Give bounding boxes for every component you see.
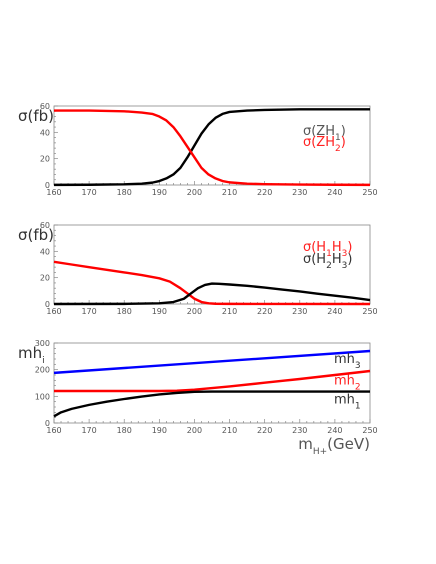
plot-frame	[53, 105, 371, 186]
y-tick-label: 20	[40, 274, 50, 283]
panel-1: 160 170 180 190 200 210 220 230 240 250 0 20 40 60σ(f…	[18, 102, 378, 197]
y-axis-label: σ(fb)	[18, 107, 54, 125]
x-tick-label: 240	[327, 426, 342, 435]
x-tick-label: 190	[152, 188, 167, 197]
x-tick-label: 180	[117, 188, 132, 197]
x-tick-label: 160	[46, 426, 61, 435]
series-line-3	[53, 390, 370, 418]
y-tick-label: 0	[45, 181, 50, 190]
y-tick-label: 60	[40, 221, 50, 230]
x-tick-label: 230	[292, 307, 307, 316]
series-line-2	[54, 109, 371, 187]
y-axis-label: σ(fb)	[18, 226, 54, 244]
series-line-2	[54, 369, 371, 393]
panel-3: 160 170 180 190 200 210 220 230 240 250 0 100 200 300…	[18, 339, 378, 457]
y-tick-label: 40	[40, 128, 50, 137]
x-tick-label: 210	[222, 307, 237, 316]
y-axis-label: mhi	[18, 344, 45, 366]
x-tick-label: 250	[362, 307, 377, 316]
series-line-1	[53, 260, 371, 306]
panel-2: 160 170 180 190 200 210 220 230 240 250 0 20 40 60σ(f…	[18, 221, 378, 316]
x-tick-label: 220	[257, 307, 272, 316]
x-tick-label: 180	[117, 426, 132, 435]
x-tick-label: 200	[187, 188, 202, 197]
y-tick-label: 100	[35, 392, 50, 401]
x-tick-label: 190	[152, 307, 167, 316]
curve-label-2: mh2	[334, 373, 361, 392]
x-tick-label: 230	[292, 188, 307, 197]
x-tick-label: 250	[362, 426, 377, 435]
y-tick-label: 0	[45, 300, 50, 309]
x-tick-label: 230	[292, 426, 307, 435]
x-tick-label: 210	[222, 188, 237, 197]
x-tick-label: 170	[81, 426, 96, 435]
x-tick-label: 250	[362, 188, 377, 197]
legend-entry-2: σ(H2H3)	[303, 252, 352, 271]
x-tick-label: 200	[187, 307, 202, 316]
y-tick-label: 20	[40, 155, 50, 164]
legend-entry-1: σ(H1H3)	[303, 240, 352, 259]
y-tick-label: 0	[45, 419, 50, 428]
plot-frame	[53, 342, 371, 424]
x-tick-label: 200	[187, 426, 202, 435]
x-axis-label: mH+(GeV)	[298, 435, 370, 457]
x-tick-label: 160	[46, 188, 61, 197]
x-tick-label: 170	[81, 188, 96, 197]
y-tick-label: 40	[40, 247, 50, 256]
curve-label-3: mh3	[334, 352, 361, 371]
y-tick-label: 300	[35, 339, 50, 348]
x-tick-label: 160	[46, 307, 61, 316]
x-tick-label: 210	[222, 426, 237, 435]
x-tick-label: 180	[117, 307, 132, 316]
curve-label-1: mh1	[334, 393, 361, 412]
series-line-1	[53, 108, 370, 187]
y-tick-label: 60	[40, 102, 50, 111]
legend-entry-1: σ(ZH1)	[303, 124, 346, 143]
x-tick-label: 240	[327, 307, 342, 316]
y-tick-label: 200	[35, 366, 50, 375]
series-line-1	[53, 349, 371, 375]
x-tick-label: 220	[257, 188, 272, 197]
legend-entry-2: σ(ZH2)	[303, 135, 346, 154]
x-tick-label: 240	[327, 188, 342, 197]
x-tick-label: 190	[152, 426, 167, 435]
series-line-2	[53, 282, 371, 306]
x-tick-label: 170	[81, 307, 96, 316]
x-tick-label: 220	[257, 426, 272, 435]
